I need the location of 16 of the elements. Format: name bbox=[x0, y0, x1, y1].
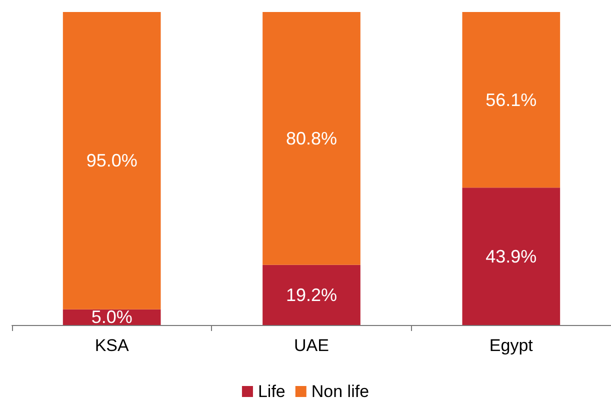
x-tick-label: KSA bbox=[94, 336, 130, 355]
data-label: 5.0% bbox=[91, 307, 132, 328]
x-tick-label: Egypt bbox=[489, 336, 534, 355]
legend-label: Life bbox=[258, 382, 286, 401]
data-label: 56.1% bbox=[486, 90, 537, 110]
data-label: 19.2% bbox=[286, 284, 338, 305]
bar bbox=[262, 264, 360, 325]
bar bbox=[62, 12, 161, 310]
data-label: 43.9% bbox=[486, 246, 537, 266]
data-label: 95.0% bbox=[86, 150, 138, 171]
bar bbox=[462, 188, 560, 325]
bar bbox=[262, 12, 360, 265]
legend-label: Non life bbox=[311, 382, 370, 401]
bar bbox=[462, 12, 560, 188]
data-label: 80.8% bbox=[286, 128, 338, 148]
x-tick-label: UAE bbox=[294, 336, 329, 355]
